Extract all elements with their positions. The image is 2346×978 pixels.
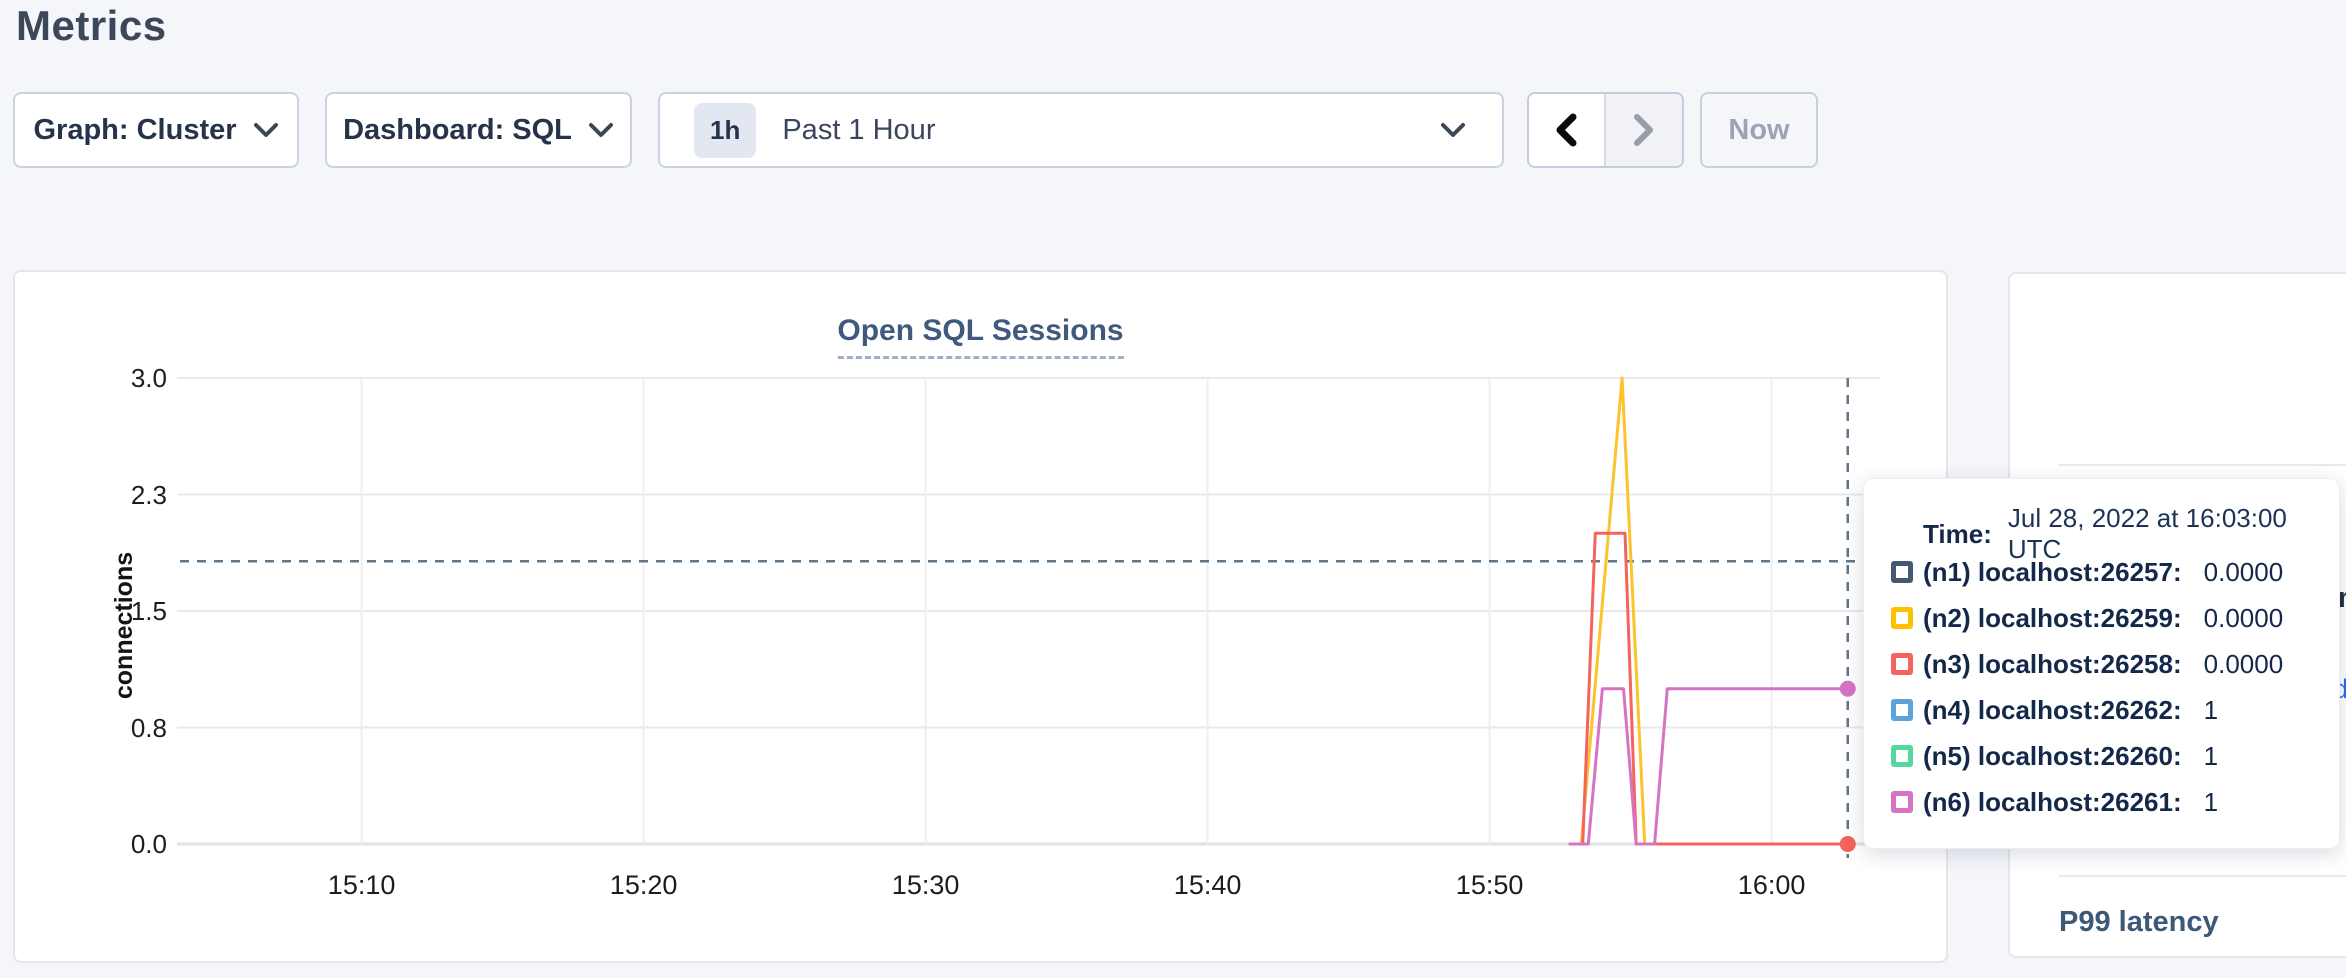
y-axis-tick: 2.3 (130, 479, 167, 510)
tooltip-series-value: 1 (2203, 694, 2219, 725)
time-window-badge: 1h (694, 102, 757, 158)
series-swatch-icon (1891, 607, 1913, 629)
graph-scope-label: Graph: Cluster (33, 113, 237, 146)
tooltip-series-row: (n6) localhost:26261: 1 (1864, 779, 2339, 825)
tooltip-series-label: (n5) localhost:26260: (1923, 740, 2182, 771)
chevron-down-icon (588, 123, 613, 137)
page-title: Metrics (16, 2, 167, 49)
chevron-down-icon (253, 123, 278, 137)
series-swatch-icon (1891, 653, 1913, 675)
tooltip-series-value: 0.0000 (2203, 602, 2284, 633)
tooltip-series-label: (n4) localhost:26262: (1923, 694, 2182, 725)
tooltip-series-row: (n3) localhost:26258: 0.0000 (1864, 641, 2339, 687)
p99-latency-label: P99 latency (2059, 906, 2219, 938)
x-axis-tick: 15:50 (1455, 870, 1524, 900)
chevron-right-icon (1633, 114, 1653, 146)
tooltip-series-label: (n3) localhost:26258: (1923, 648, 2182, 679)
tooltip-series-label: (n1) localhost:26257: (1923, 556, 2182, 587)
x-axis-tick: 15:10 (327, 870, 396, 900)
series-swatch-icon (1891, 561, 1913, 583)
prev-interval-button[interactable] (1529, 94, 1606, 166)
y-axis-tick: 0.8 (130, 712, 167, 743)
tooltip-series-rows: (n1) localhost:26257: 0.0000 (n2) localhos… (1864, 549, 2339, 825)
tooltip-series-value: 0.0000 (2203, 556, 2284, 587)
y-axis-tick: 3.0 (130, 363, 167, 393)
tooltip-series-value: 1 (2203, 740, 2219, 771)
sidebar-divider (2059, 875, 2346, 877)
chart-hover-tooltip: Time: Jul 28, 2022 at 16:03:00 UTC (n1) … (1863, 478, 2340, 849)
series-swatch-icon (1891, 699, 1913, 721)
open-sql-sessions-chart-card: Open SQL Sessions connections 3.0 2.3 1.5 0… (13, 270, 1948, 963)
x-axis-tick: 15:30 (891, 870, 960, 900)
tooltip-series-row: (n1) localhost:26257: 0.0000 (1864, 549, 2339, 595)
time-range-selector[interactable]: 1h Past 1 Hour (658, 92, 1504, 168)
series-swatch-icon (1891, 745, 1913, 767)
series-line (1568, 687, 1848, 846)
x-axis-tick: 16:00 (1737, 870, 1806, 900)
y-axis-tick: 0.0 (130, 829, 167, 859)
dashboard-dropdown[interactable]: Dashboard: SQL (325, 92, 632, 168)
x-axis-tick: 15:20 (609, 870, 678, 900)
tooltip-series-row: (n5) localhost:26260: 1 (1864, 733, 2339, 779)
series-line (1581, 531, 1848, 846)
series-swatch-icon (1891, 791, 1913, 813)
tooltip-time-value: Jul 28, 2022 at 16:03:00 UTC (2007, 503, 2287, 564)
y-axis-tick: 1.5 (130, 596, 167, 626)
time-nav-group (1527, 92, 1684, 168)
tooltip-series-value: 0.0000 (2203, 648, 2284, 679)
now-button[interactable]: Now (1700, 92, 1818, 168)
time-range-label: Past 1 Hour (782, 113, 936, 146)
tooltip-series-label: (n6) localhost:26261: (1923, 786, 2182, 817)
sidebar-divider (2059, 464, 2346, 466)
chart-title[interactable]: Open SQL Sessions (837, 314, 1124, 359)
tooltip-series-row: (n2) localhost:26259: 0.0000 (1864, 595, 2339, 641)
tooltip-time-row: Time: Jul 28, 2022 at 16:03:00 UTC (1923, 503, 2339, 565)
chart-plot-area[interactable] (15, 272, 1950, 965)
x-axis-tick: 15:40 (1173, 870, 1242, 900)
graph-scope-dropdown[interactable]: Graph: Cluster (13, 92, 299, 168)
dashboard-label: Dashboard: SQL (343, 113, 572, 146)
chevron-down-icon (1441, 123, 1465, 137)
tooltip-time-label: Time: (1923, 518, 1992, 549)
chevron-left-icon (1556, 113, 1577, 147)
hover-point-marker (1839, 680, 1856, 697)
tooltip-series-value: 1 (2203, 786, 2219, 817)
now-button-label: Now (1728, 113, 1790, 146)
hover-point-marker (1839, 836, 1856, 852)
next-interval-button[interactable] (1605, 94, 1682, 166)
tooltip-series-row: (n4) localhost:26262: 1 (1864, 687, 2339, 733)
tooltip-series-label: (n2) localhost:26259: (1923, 602, 2182, 633)
